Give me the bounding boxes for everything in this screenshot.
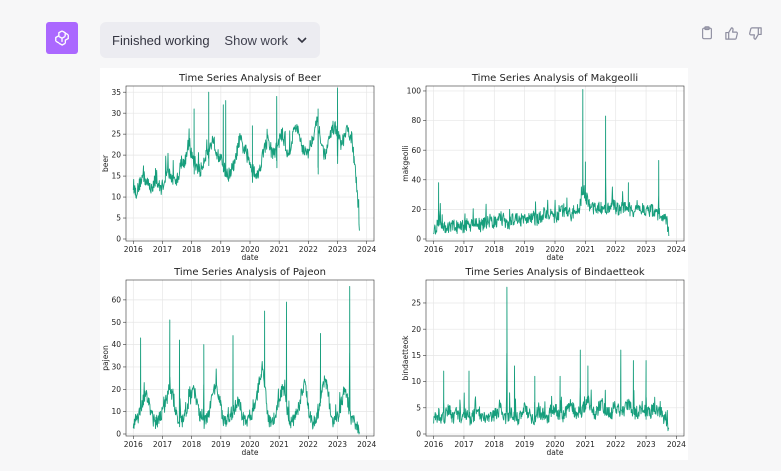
bindaetteok-series-line	[433, 286, 670, 432]
x-tick-label: 2019	[211, 440, 230, 449]
x-tick-label: 2024	[667, 440, 686, 449]
thumbs-down-button[interactable]	[746, 24, 764, 42]
copy-button[interactable]	[698, 24, 716, 42]
work-status-bar: Finished working Show work	[100, 22, 320, 58]
x-tick-label: 2021	[270, 440, 289, 449]
pajeon-series-line	[132, 286, 360, 435]
x-tick-label: 2016	[424, 245, 443, 254]
show-work-button[interactable]: Show work	[224, 33, 308, 48]
pajeon-chart: 0 10 20 30 40 50 60 2016 2017 2018 2019 2020 2021 202…	[101, 267, 376, 457]
x-tick-label: 2022	[299, 440, 318, 449]
x-tick-label: 2016	[124, 440, 143, 449]
x-tick-label: 2017	[153, 245, 172, 254]
x-tick-label: 2021	[270, 245, 289, 254]
y-axis-label: pajeon	[101, 345, 110, 371]
x-tick-label: 2020	[545, 440, 564, 449]
x-axis-label: date	[547, 253, 564, 262]
x-tick-label: 2016	[424, 440, 443, 449]
makgeolli-chart-title: Time Series Analysis of Makgeolli	[471, 73, 638, 84]
x-tick-label: 2022	[606, 245, 625, 254]
x-tick-label: 2019	[211, 245, 230, 254]
y-tick-label: 40	[411, 175, 421, 184]
clipboard-icon	[702, 26, 712, 40]
x-tick-label: 2020	[545, 245, 564, 254]
x-tick-label: 2018	[182, 245, 201, 254]
show-work-label: Show work	[224, 32, 288, 48]
x-tick-label: 2023	[637, 440, 656, 449]
y-tick-label: 15	[111, 172, 121, 181]
y-tick-label: 10	[111, 407, 121, 416]
message-actions	[698, 24, 764, 42]
x-tick-label: 2017	[153, 440, 172, 449]
x-tick-label: 2024	[357, 440, 376, 449]
x-tick-label: 2022	[606, 440, 625, 449]
assistant-avatar	[46, 22, 78, 54]
y-tick-label: 35	[111, 88, 121, 97]
openai-logo-icon	[55, 30, 69, 46]
y-tick-label: 10	[411, 377, 421, 386]
y-tick-label: 5	[416, 403, 421, 412]
y-tick-label: 25	[111, 130, 121, 139]
y-tick-label: 100	[407, 87, 422, 96]
y-tick-label: 15	[411, 351, 421, 360]
y-tick-label: 30	[111, 109, 121, 118]
y-tick-label: 5	[116, 214, 121, 223]
x-tick-label: 2018	[182, 440, 201, 449]
thumbs-down-icon	[748, 26, 762, 40]
x-tick-label: 2020	[240, 440, 259, 449]
y-tick-label: 0	[116, 430, 121, 439]
y-tick-label: 0	[416, 430, 421, 439]
beer-series-line	[132, 87, 360, 231]
bindaetteok-chart-title: Time Series Analysis of Bindaetteok	[464, 267, 644, 278]
y-tick-label: 50	[111, 318, 121, 327]
x-axis-label: date	[242, 448, 259, 457]
y-axis-label: makgeolli	[401, 145, 410, 181]
x-tick-label: 2024	[357, 245, 376, 254]
y-axis-label: bindaetteok	[401, 335, 410, 381]
y-axis-label: beer	[101, 154, 110, 172]
thumbs-up-button[interactable]	[722, 24, 740, 42]
y-tick-label: 60	[111, 295, 121, 304]
y-tick-label: 30	[111, 363, 121, 372]
x-tick-label: 2021	[576, 245, 595, 254]
y-tick-label: 10	[111, 193, 121, 202]
x-tick-label: 2019	[515, 440, 534, 449]
output-figure: 0 5 10 15 20 25 30 35 2016 2017 2018 2019 2020 2021 20…	[100, 68, 688, 460]
y-tick-label: 40	[111, 340, 121, 349]
y-tick-label: 25	[411, 299, 421, 308]
y-tick-label: 20	[111, 151, 121, 160]
x-axis-label: date	[242, 253, 259, 262]
x-tick-label: 2023	[328, 440, 347, 449]
x-tick-label: 2020	[240, 245, 259, 254]
x-tick-label: 2017	[454, 440, 473, 449]
x-tick-label: 2023	[637, 245, 656, 254]
x-tick-label: 2018	[485, 440, 504, 449]
x-tick-label: 2022	[299, 245, 318, 254]
y-tick-label: 0	[416, 235, 421, 244]
chevron-down-icon	[297, 37, 307, 44]
x-tick-label: 2021	[576, 440, 595, 449]
y-tick-label: 20	[411, 205, 421, 214]
x-tick-label: 2016	[124, 245, 143, 254]
beer-chart-title: Time Series Analysis of Beer	[178, 73, 322, 84]
x-tick-label: 2019	[515, 245, 534, 254]
bindaetteok-chart: 0 5 10 15 20 25 2016 2017 2018 2019 2020 2021 2022 20…	[401, 267, 686, 457]
y-tick-label: 20	[111, 385, 121, 394]
y-tick-label: 60	[411, 146, 421, 155]
x-tick-label: 2017	[454, 245, 473, 254]
x-tick-label: 2024	[667, 245, 686, 254]
thumbs-up-icon	[724, 26, 738, 40]
y-tick-label: 0	[116, 235, 121, 244]
y-tick-label: 20	[411, 325, 421, 334]
x-tick-label: 2018	[485, 245, 504, 254]
x-axis-label: date	[547, 448, 564, 457]
makgeolli-chart: 0 20 40 60 80 100 2016 2017 2018 2019 2020 2021 2022…	[401, 73, 686, 262]
beer-chart: 0 5 10 15 20 25 30 35 2016 2017 2018 2019 2020 2021 20…	[101, 73, 376, 262]
pajeon-chart-title: Time Series Analysis of Pajeon	[173, 267, 326, 278]
y-tick-label: 80	[411, 116, 421, 125]
makgeolli-series-line	[433, 89, 670, 237]
x-tick-label: 2023	[328, 245, 347, 254]
status-label: Finished working	[112, 32, 210, 48]
